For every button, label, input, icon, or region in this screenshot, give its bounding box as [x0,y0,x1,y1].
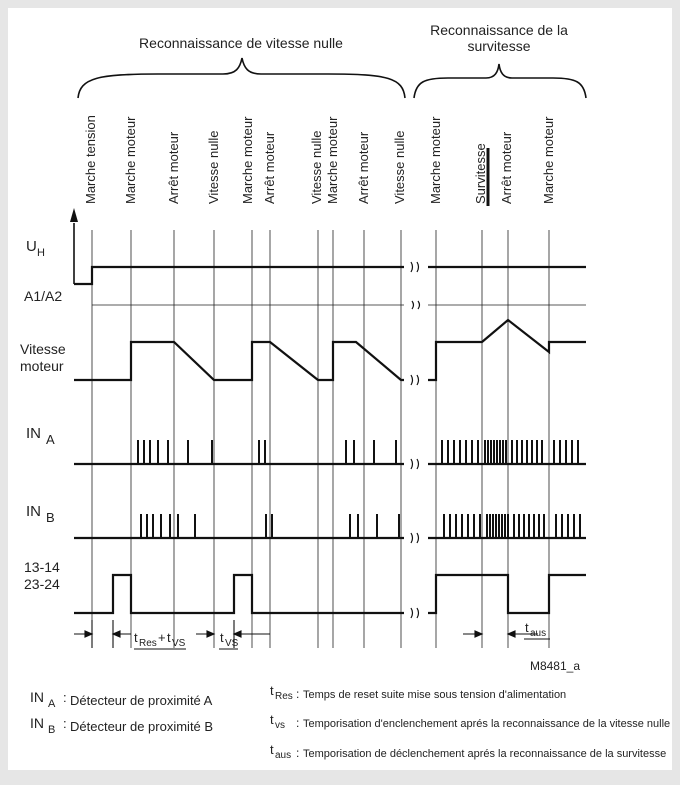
timing-dimensions [74,620,538,648]
event-label: Marche moteur [428,116,443,204]
diagram-panel: Reconnaissance de vitesse nulle Reconnai… [8,8,672,770]
event-label: Vitesse nulle [309,131,324,204]
legend-symbol: IN [30,715,44,731]
uh-label: U [26,238,37,255]
inb-label-sub: B [46,510,55,525]
event-label: Marche moteur [240,116,255,204]
overspeed-title-line1: Reconnaissance de la [430,22,568,38]
legend-separator: : [296,687,299,701]
speed-label-line2: moteur [20,358,64,374]
relay-label-line2: 23-24 [24,576,60,592]
uh-label-sub: H [37,247,45,259]
break-marks [410,261,421,619]
legend-subscript: aus [275,750,291,761]
event-guide-lines [91,230,550,648]
event-label: Arrêt moteur [499,131,514,204]
legend-text: Temporisation de déclenchement aprés la … [303,748,666,760]
legend-symbol: IN [30,689,44,705]
ina-label-sub: A [46,432,55,447]
ina-label: IN [26,425,41,442]
event-label: Marche moteur [541,116,556,204]
event-label: Marche moteur [123,116,138,204]
event-label: Survitesse [473,143,488,204]
taus-subscript: aus [530,628,546,639]
tres-subscript: Res [139,638,157,649]
timing-diagram: Reconnaissance de vitesse nulle Reconnai… [20,22,670,761]
inb-trace [74,514,586,540]
speed-label-line1: Vitesse [20,341,66,357]
relay-label-line1: 13-14 [24,559,60,575]
legend-separator: : [296,746,299,760]
tvs-symbol-2: t [220,630,224,645]
event-labels: Marche tension Marche moteur Arrêt moteu… [83,115,556,206]
a1a2-trace [74,265,586,306]
legend-separator: : [63,716,67,731]
legend-text: Détecteur de proximité A [70,693,213,708]
legend-separator: : [296,716,299,730]
legend-symbol: t [270,742,274,757]
legend-subscript: vs [275,720,285,731]
tres-symbol: t [134,630,138,645]
legend-text: Temporisation d'enclenchement aprés la r… [303,718,670,730]
legend-symbol: t [270,683,274,698]
taus-symbol: t [525,620,529,635]
inb-label: IN [26,503,41,520]
legend: IN A : Détecteur de proximité A IN B : D… [30,683,670,761]
tvs-subscript-2: VS [225,638,239,649]
a1a2-label: A1/A2 [24,288,62,304]
zero-speed-title: Reconnaissance de vitesse nulle [139,35,343,51]
event-label: Marche moteur [325,116,340,204]
overspeed-brace [413,63,587,99]
legend-text: Temps de reset suite mise sous tension d… [303,689,566,701]
event-label: Marche tension [83,115,98,204]
relay-trace [74,573,586,615]
axis-arrow-icon [70,208,78,222]
event-label: Arrêt moteur [166,131,181,204]
legend-subscript: B [48,724,55,736]
ina-trace [74,440,586,466]
tvs-subscript: VS [172,638,186,649]
legend-text: Détecteur de proximité B [70,719,213,734]
legend-separator: : [63,690,67,705]
event-label: Vitesse nulle [392,131,407,204]
overspeed-title-line2: survitesse [467,38,530,54]
legend-symbol: t [270,712,274,727]
zero-speed-brace [77,57,406,99]
event-label: Arrêt moteur [262,131,277,204]
figure-ref-code: M8481_a [530,659,580,673]
event-label: Vitesse nulle [206,131,221,204]
legend-subscript: Res [275,691,293,702]
event-label: Arrêt moteur [356,131,371,204]
legend-subscript: A [48,698,56,710]
speed-trace [74,318,586,382]
plus-sign: + [158,630,166,645]
tvs-symbol: t [167,630,171,645]
